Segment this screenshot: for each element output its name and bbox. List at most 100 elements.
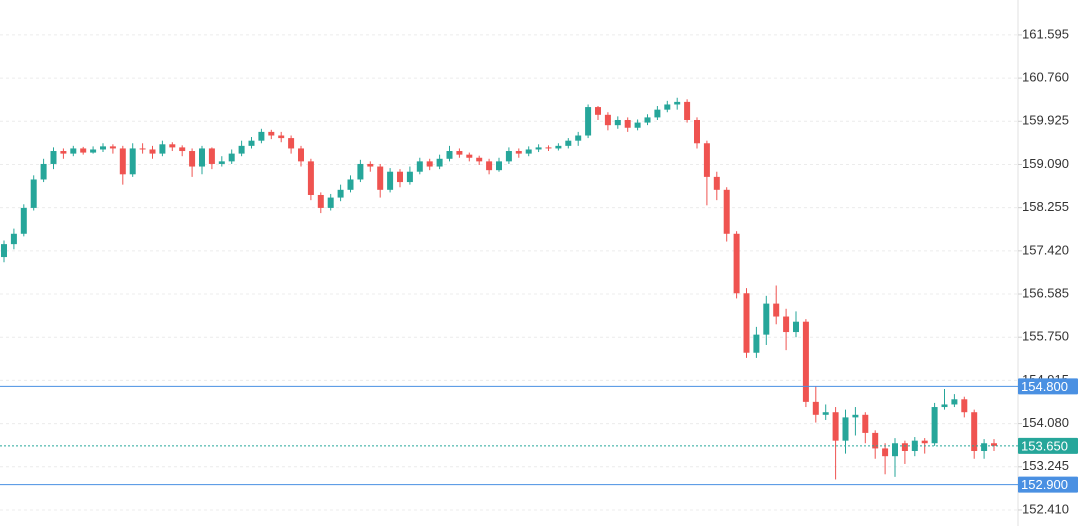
y-tick-label: 153.245: [1022, 458, 1069, 473]
candle-body: [802, 321, 809, 402]
candle-body: [496, 161, 502, 171]
candle-body: [624, 119, 631, 128]
candle-body: [129, 148, 136, 175]
candle-body: [585, 107, 592, 136]
candle-body: [337, 189, 344, 198]
candle-body: [179, 147, 186, 152]
candle-body: [852, 414, 859, 418]
candle-body: [862, 414, 869, 433]
candle-body: [812, 401, 819, 415]
candle-body: [307, 161, 314, 195]
candle-body: [100, 146, 106, 150]
candle-body: [60, 151, 67, 154]
candle-body: [218, 161, 225, 164]
candle-body: [169, 144, 176, 148]
candle-body: [159, 144, 166, 154]
candle-body: [317, 194, 324, 208]
y-tick-label: 157.420: [1022, 242, 1069, 257]
candle-body: [763, 303, 770, 335]
candle-body: [961, 399, 968, 413]
candle-body: [525, 149, 532, 154]
candle-body: [515, 151, 522, 154]
candle-body: [911, 440, 918, 452]
candle-body: [40, 163, 47, 180]
candle-body: [466, 154, 473, 158]
candle-body: [278, 135, 285, 139]
candle-body: [208, 148, 215, 164]
candle-body: [634, 122, 641, 128]
candle-body: [397, 171, 403, 183]
price-label-box: [1018, 476, 1078, 493]
candle-body: [783, 316, 790, 333]
candle-body: [416, 161, 423, 172]
candle-body: [644, 117, 651, 123]
candle-body: [694, 119, 700, 144]
candle-body: [753, 334, 760, 353]
candle-body: [70, 148, 77, 154]
candle-body: [555, 145, 562, 149]
y-tick-label: 161.595: [1022, 26, 1069, 41]
candle-body: [595, 107, 601, 115]
candle-body: [20, 207, 27, 234]
candle-body: [664, 104, 671, 110]
candle-body: [476, 157, 483, 162]
candle-body: [832, 412, 839, 441]
candle-body: [10, 233, 17, 245]
candle-body: [991, 443, 997, 446]
candle-body: [614, 119, 621, 126]
candle-body: [327, 197, 334, 208]
candle-body: [288, 138, 295, 149]
candle-body: [298, 148, 304, 162]
candle-body: [931, 407, 938, 444]
candle-body: [189, 151, 196, 167]
candle-body: [456, 151, 463, 155]
candle-body: [703, 143, 710, 177]
candle-body: [387, 171, 394, 190]
y-tick-label: 155.750: [1022, 329, 1069, 344]
price-label: 153.650: [1021, 438, 1068, 453]
price-label-box: [1018, 378, 1078, 395]
candle-body: [50, 151, 57, 164]
y-tick-label: 158.255: [1022, 199, 1069, 214]
candle-body: [793, 321, 799, 333]
candle-body: [545, 147, 552, 149]
candle-body: [486, 161, 493, 171]
price-label: 154.800: [1021, 379, 1068, 394]
candle-body: [872, 432, 879, 449]
candle-body: [446, 151, 453, 159]
candle-body: [505, 151, 512, 162]
y-tick-label: 159.925: [1022, 113, 1069, 128]
candle-body: [199, 148, 205, 167]
price-label-box: [1018, 437, 1078, 454]
candle-body: [90, 149, 97, 153]
price-label: 152.900: [1021, 477, 1068, 492]
candle-body: [842, 417, 849, 441]
candle-body: [921, 440, 928, 444]
candle-body: [377, 166, 384, 190]
y-tick-label: 152.410: [1022, 501, 1069, 516]
candle-body: [347, 179, 354, 190]
candle-body: [367, 163, 374, 167]
candle-body: [882, 448, 889, 457]
candle-body: [80, 148, 87, 153]
candle-body: [406, 171, 413, 183]
candle-body: [436, 158, 443, 167]
candle-body: [228, 153, 235, 162]
candle-body: [357, 163, 364, 180]
candle-body: [981, 443, 988, 452]
candle-body: [733, 233, 740, 294]
candle-body: [822, 412, 829, 415]
candle-body: [268, 131, 275, 136]
candle-body: [674, 101, 681, 105]
candle-body: [575, 135, 582, 141]
y-tick-label: 160.760: [1022, 70, 1069, 85]
y-tick-label: 156.585: [1022, 285, 1069, 300]
candle-body: [139, 148, 146, 150]
candle-body: [743, 293, 750, 353]
candle-body: [723, 189, 730, 234]
candle-body: [30, 179, 37, 208]
candle-body: [604, 114, 611, 126]
candle-body: [426, 161, 433, 167]
candle-body: [119, 148, 126, 175]
